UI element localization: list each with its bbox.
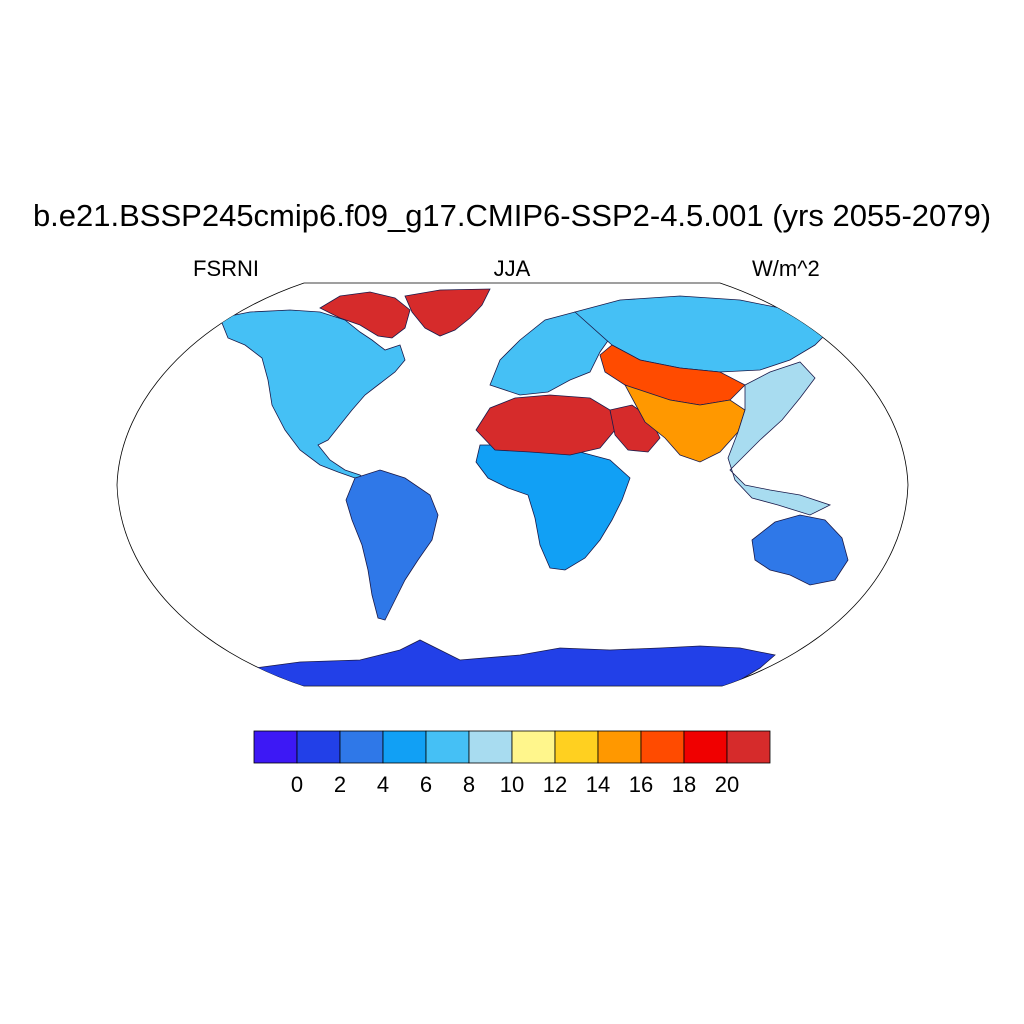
region-southeast-asia bbox=[727, 361, 832, 516]
colorbar-box bbox=[554, 730, 599, 764]
colorbar-box bbox=[296, 730, 341, 764]
colorbar-box bbox=[468, 730, 513, 764]
region-australia bbox=[751, 514, 849, 586]
colorbar-tick-label: 20 bbox=[715, 772, 739, 797]
colorbar-tick-label: 2 bbox=[334, 772, 346, 797]
season-label: JJA bbox=[493, 256, 531, 281]
region-south-america bbox=[345, 469, 439, 621]
colorbar-tick-label: 10 bbox=[500, 772, 524, 797]
colorbar-box bbox=[425, 730, 470, 764]
region-canadian-arctic bbox=[319, 291, 411, 339]
colorbar-tick-label: 12 bbox=[543, 772, 567, 797]
colorbar-tick-label: 14 bbox=[586, 772, 610, 797]
colorbar-tick-label: 4 bbox=[377, 772, 389, 797]
region-antarctica bbox=[253, 639, 776, 686]
colorbar-tick-label: 18 bbox=[672, 772, 696, 797]
colorbar-boxes bbox=[253, 730, 771, 764]
colorbar-box bbox=[253, 730, 298, 764]
colorbar-tick-label: 8 bbox=[463, 772, 475, 797]
colorbar-tick-label: 16 bbox=[629, 772, 653, 797]
region-north-america bbox=[219, 309, 406, 483]
colorbar-tick-label: 6 bbox=[420, 772, 432, 797]
colorbar-tick-label: 0 bbox=[291, 772, 303, 797]
colorbar-box bbox=[339, 730, 384, 764]
colorbar-box bbox=[382, 730, 427, 764]
colorbar-box bbox=[683, 730, 728, 764]
colorbar-box bbox=[640, 730, 685, 764]
colorbar-box bbox=[597, 730, 642, 764]
variable-label: FSRNI bbox=[193, 256, 259, 281]
colorbar-box bbox=[726, 730, 771, 764]
plot-title: b.e21.BSSP245cmip6.f09_g17.CMIP6-SSP2-4.… bbox=[32, 198, 992, 233]
colorbar-tick-labels: 0 2 4 6 8 10 12 14 16 18 20 bbox=[291, 772, 739, 797]
region-tibet bbox=[624, 384, 746, 463]
colorbar-box bbox=[511, 730, 556, 764]
region-greenland bbox=[404, 288, 491, 337]
units-label: W/m^2 bbox=[752, 256, 820, 281]
